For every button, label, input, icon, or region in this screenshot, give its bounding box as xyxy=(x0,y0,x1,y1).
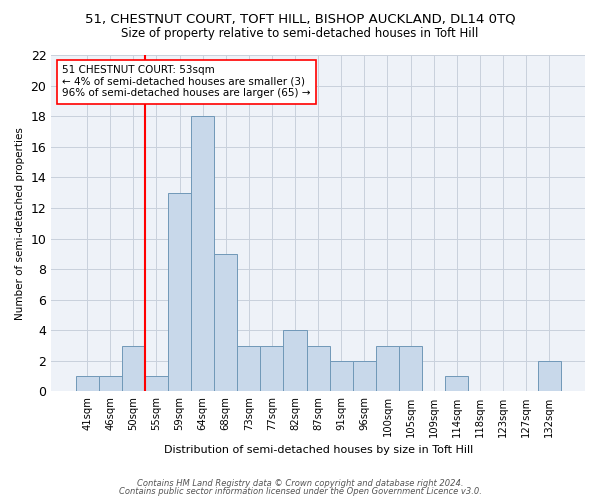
Bar xyxy=(98,376,122,392)
Text: 51 CHESTNUT COURT: 53sqm
← 4% of semi-detached houses are smaller (3)
96% of sem: 51 CHESTNUT COURT: 53sqm ← 4% of semi-de… xyxy=(62,65,310,98)
Text: Contains public sector information licensed under the Open Government Licence v3: Contains public sector information licen… xyxy=(119,487,481,496)
Bar xyxy=(376,346,399,392)
Bar xyxy=(353,361,376,392)
Bar xyxy=(76,376,98,392)
Text: Size of property relative to semi-detached houses in Toft Hill: Size of property relative to semi-detach… xyxy=(121,28,479,40)
Bar xyxy=(122,346,145,392)
Text: Contains HM Land Registry data © Crown copyright and database right 2024.: Contains HM Land Registry data © Crown c… xyxy=(137,478,463,488)
Bar xyxy=(214,254,237,392)
Bar xyxy=(538,361,561,392)
X-axis label: Distribution of semi-detached houses by size in Toft Hill: Distribution of semi-detached houses by … xyxy=(164,445,473,455)
Bar xyxy=(329,361,353,392)
Bar xyxy=(307,346,329,392)
Bar xyxy=(168,192,191,392)
Bar xyxy=(399,346,422,392)
Bar xyxy=(237,346,260,392)
Bar xyxy=(191,116,214,392)
Y-axis label: Number of semi-detached properties: Number of semi-detached properties xyxy=(15,127,25,320)
Bar xyxy=(145,376,168,392)
Bar xyxy=(445,376,469,392)
Text: 51, CHESTNUT COURT, TOFT HILL, BISHOP AUCKLAND, DL14 0TQ: 51, CHESTNUT COURT, TOFT HILL, BISHOP AU… xyxy=(85,12,515,26)
Bar xyxy=(283,330,307,392)
Bar xyxy=(260,346,283,392)
